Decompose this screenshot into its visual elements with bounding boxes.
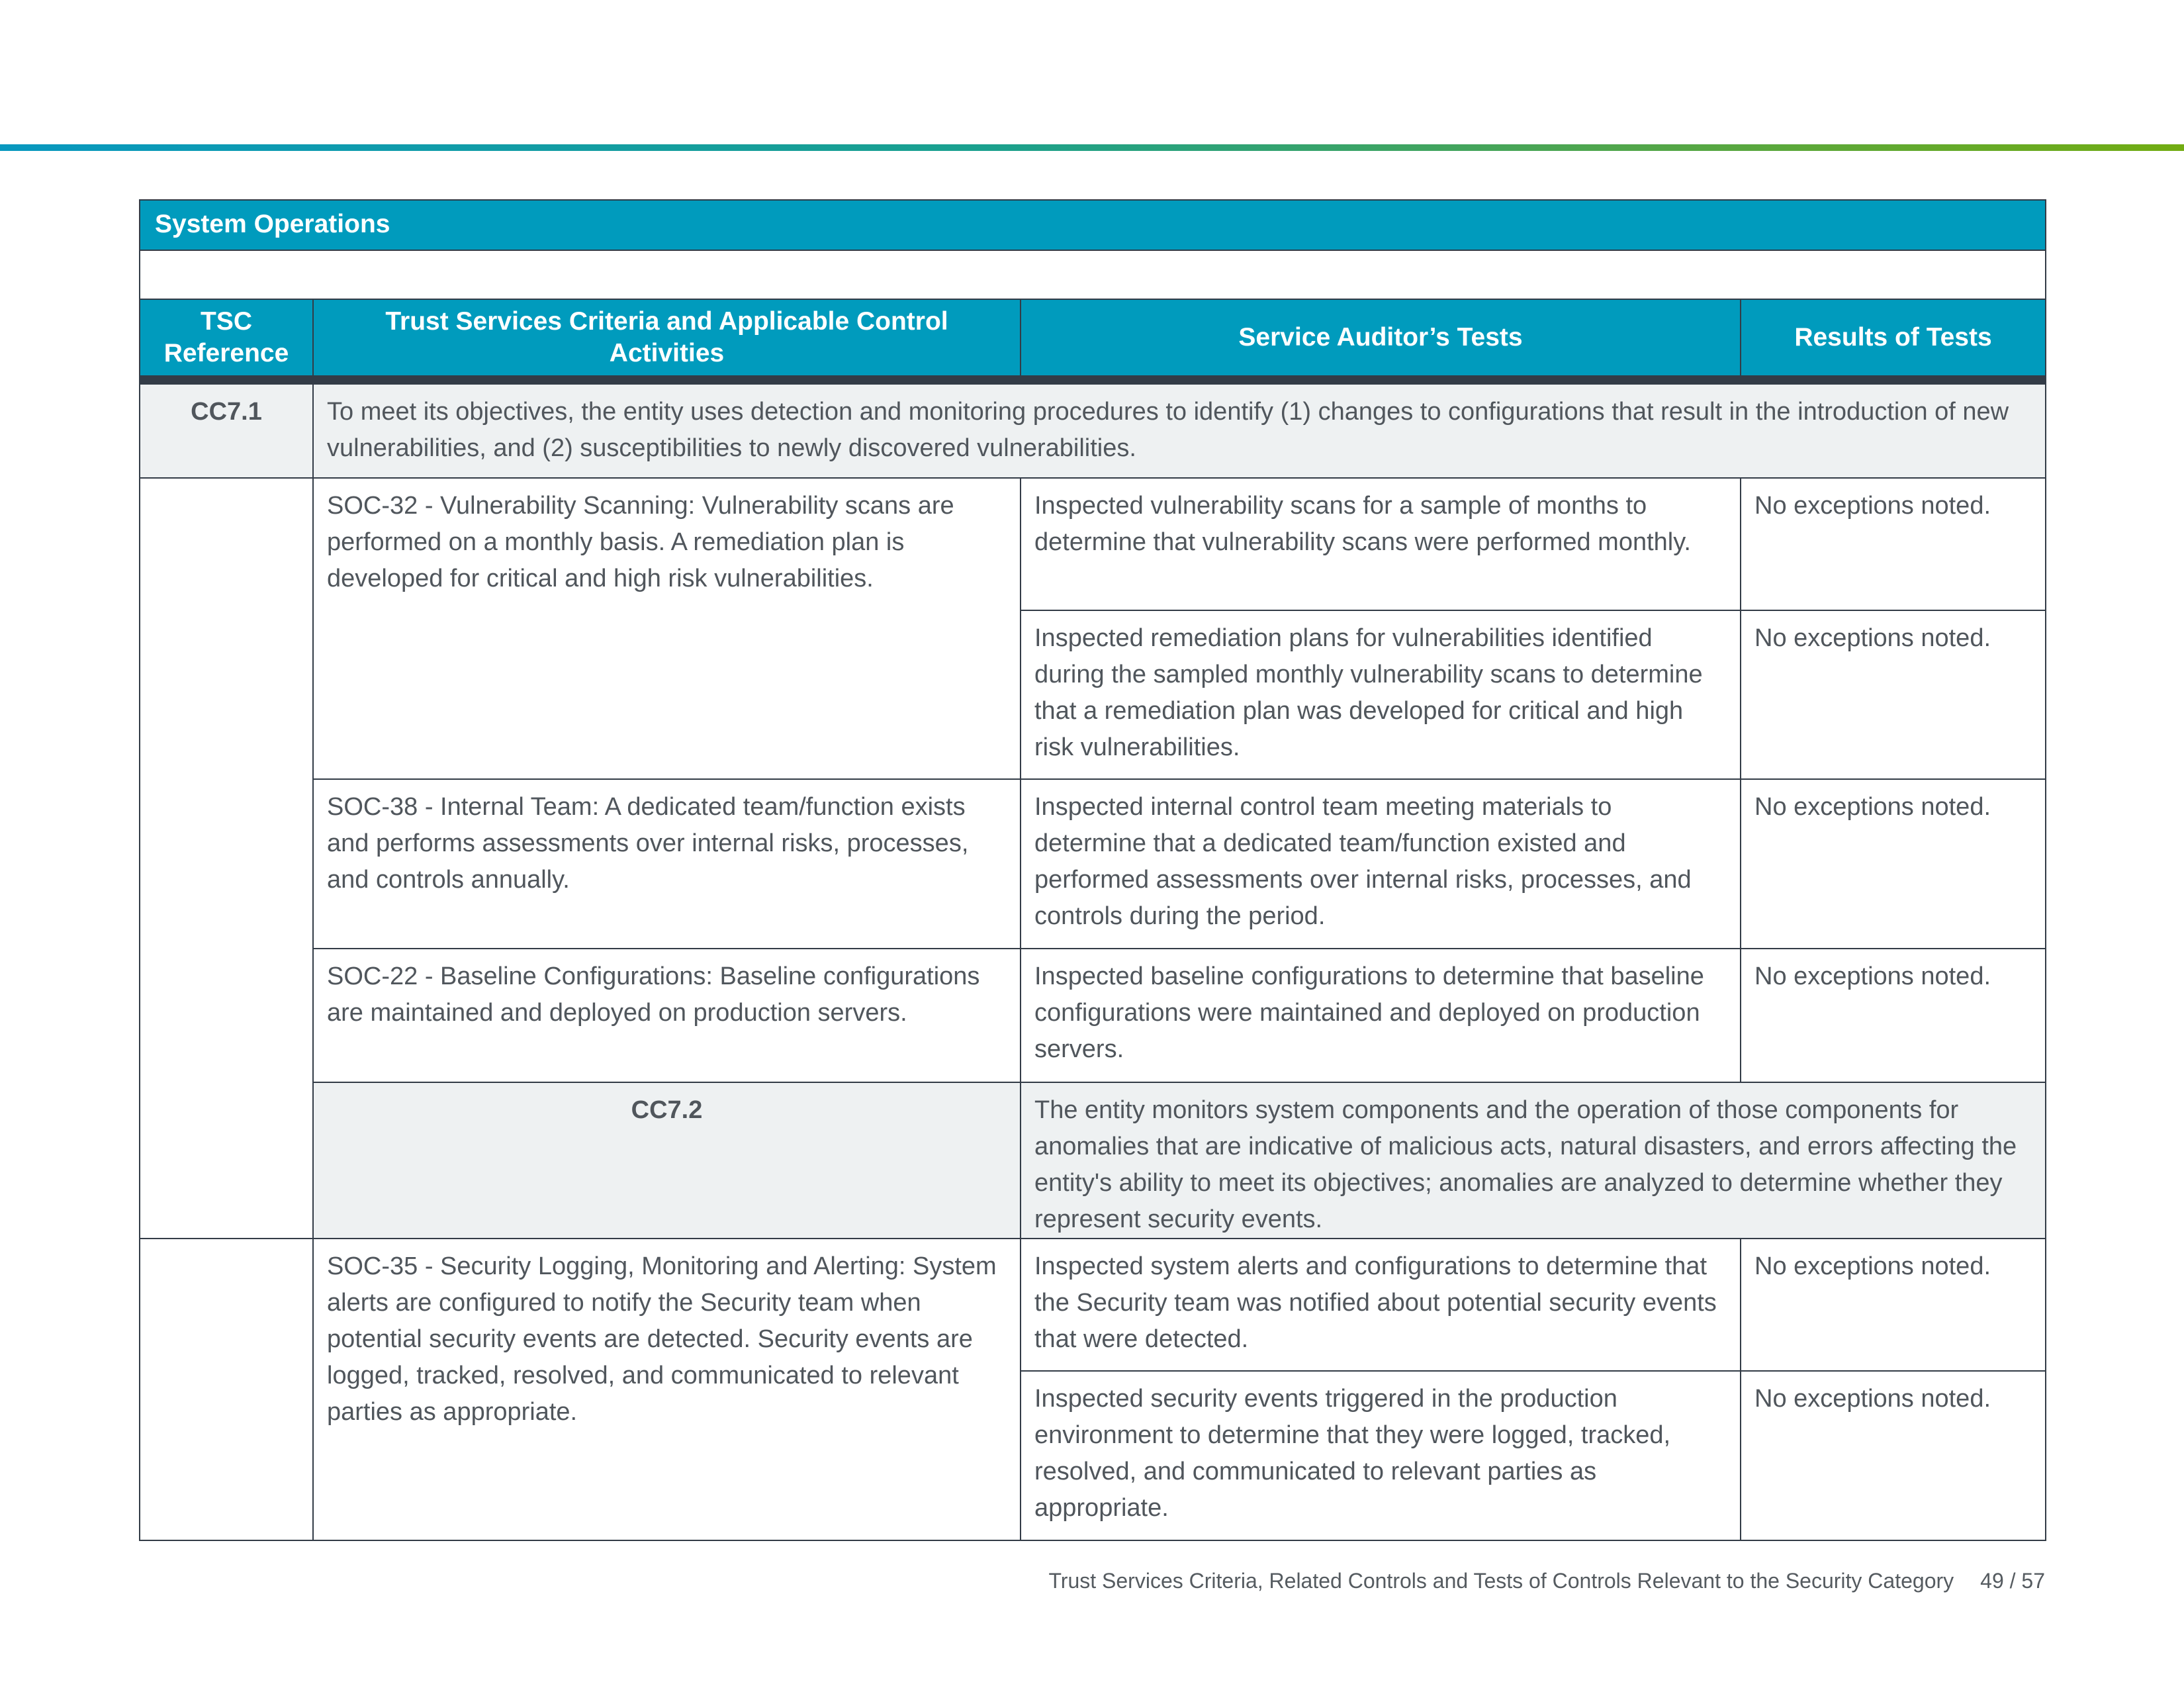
tsc-reference: CC7.1 (139, 379, 314, 479)
test-result: No exceptions noted. (1739, 778, 2047, 949)
control-activity: SOC-38 - Internal Team: A dedicated team… (312, 778, 1021, 949)
test-result: No exceptions noted. (1739, 1238, 2047, 1372)
empty-ref-cell (139, 477, 314, 1239)
criterion-text: The entity monitors system components an… (1019, 1082, 2047, 1239)
section-title: System Operations (138, 199, 2047, 251)
control-activity: SOC-22 - Baseline Configurations: Baseli… (312, 948, 1021, 1083)
test-result: No exceptions noted. (1739, 1370, 2047, 1541)
auditor-test: Inspected baseline configurations to det… (1020, 948, 1741, 1083)
auditor-test: Inspected security events triggered in t… (1020, 1370, 1741, 1541)
empty-ref-cell (139, 1238, 314, 1541)
auditor-test: Inspected internal control team meeting … (1020, 778, 1741, 949)
controls-table: System Operations TSC Reference Trust Se… (138, 199, 2047, 1541)
col-header-tsc-reference: TSC Reference (139, 299, 314, 385)
col-header-criteria: Trust Services Criteria and Applicable C… (312, 299, 1021, 385)
control-activity: SOC-32 - Vulnerability Scanning: Vulnera… (312, 477, 1021, 780)
test-result: No exceptions noted. (1739, 948, 2047, 1083)
tsc-reference: CC7.2 (312, 1082, 1021, 1239)
footer-text: Trust Services Criteria, Related Control… (1048, 1569, 1954, 1593)
col-header-tests: Service Auditor’s Tests (1020, 299, 1741, 385)
page-number: 49 / 57 (1980, 1569, 2045, 1593)
auditor-test: Inspected vulnerability scans for a samp… (1020, 477, 1741, 611)
control-activity: SOC-35 - Security Logging, Monitoring an… (312, 1238, 1021, 1541)
page-footer: Trust Services Criteria, Related Control… (1022, 1569, 2045, 1593)
auditor-test: Inspected system alerts and configuratio… (1020, 1238, 1741, 1372)
test-result: No exceptions noted. (1739, 610, 2047, 780)
auditor-test: Inspected remediation plans for vulnerab… (1020, 610, 1741, 780)
col-header-results: Results of Tests (1739, 299, 2047, 385)
header-gradient-rule (0, 144, 2184, 151)
blank-row (138, 250, 2047, 300)
test-result: No exceptions noted. (1739, 477, 2047, 611)
criterion-text: To meet its objectives, the entity uses … (312, 379, 2047, 479)
